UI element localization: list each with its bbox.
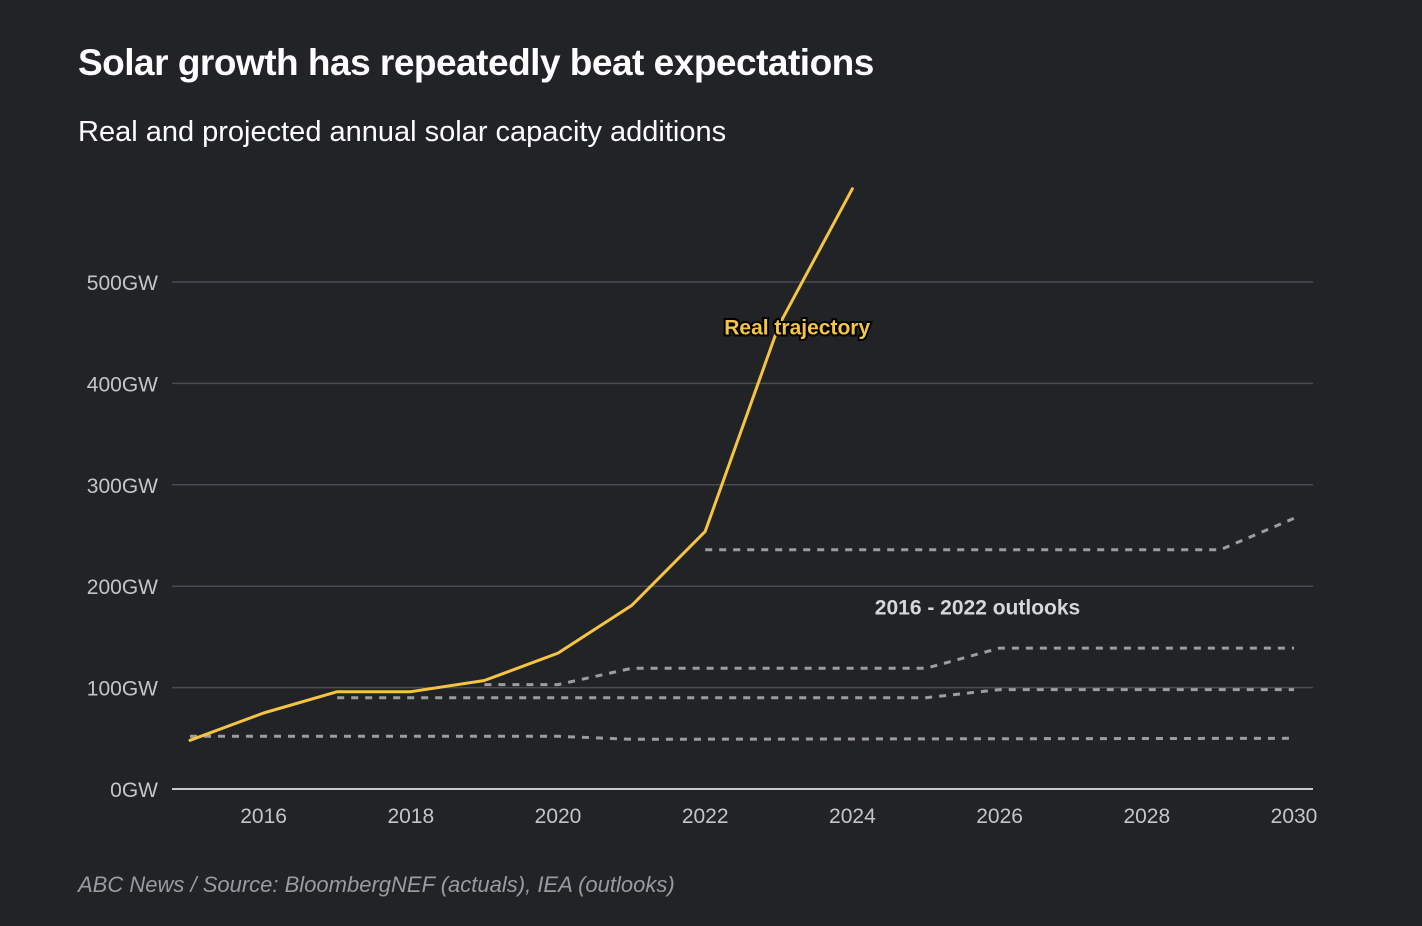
- x-tick-label: 2020: [535, 805, 582, 828]
- x-tick-label: 2022: [682, 805, 729, 828]
- series-lines: [188, 187, 1295, 742]
- annotations: Real trajectory 2016 - 2022 outlooks: [722, 315, 1080, 620]
- real-trajectory-line: [188, 187, 854, 742]
- outlook-line: [190, 734, 1295, 741]
- x-tick-label: 2018: [387, 805, 434, 828]
- y-tick-label: 500GW: [87, 272, 158, 295]
- outlook-line: [484, 646, 1294, 687]
- x-tick-label: 2016: [240, 805, 287, 828]
- y-tick-label: 300GW: [87, 475, 158, 498]
- y-tick-label: 0GW: [110, 779, 158, 802]
- real-trajectory-label: Real trajectory: [724, 317, 870, 340]
- chart-title: Solar growth has repeatedly beat expecta…: [78, 42, 874, 83]
- x-tick-label: 2026: [976, 805, 1023, 828]
- x-axis-ticks: 2016 2018 2020 2022 2024 2026 2028 2030: [240, 805, 1317, 828]
- x-tick-label: 2030: [1271, 805, 1318, 828]
- source-credit: ABC News / Source: BloombergNEF (actuals…: [78, 872, 675, 897]
- chart-subtitle: Real and projected annual solar capacity…: [78, 116, 727, 148]
- y-tick-label: 200GW: [87, 576, 158, 599]
- x-tick-label: 2024: [829, 805, 876, 828]
- y-axis-ticks: 0GW 100GW 200GW 300GW 400GW 500GW: [87, 272, 158, 802]
- outlook-line: [337, 688, 1294, 700]
- y-tick-label: 400GW: [87, 373, 158, 396]
- outlooks-label: 2016 - 2022 outlooks: [875, 596, 1080, 619]
- outlook-line: [705, 516, 1295, 552]
- x-tick-label: 2028: [1123, 805, 1170, 828]
- y-tick-label: 100GW: [87, 678, 158, 701]
- grid-lines: [172, 281, 1313, 689]
